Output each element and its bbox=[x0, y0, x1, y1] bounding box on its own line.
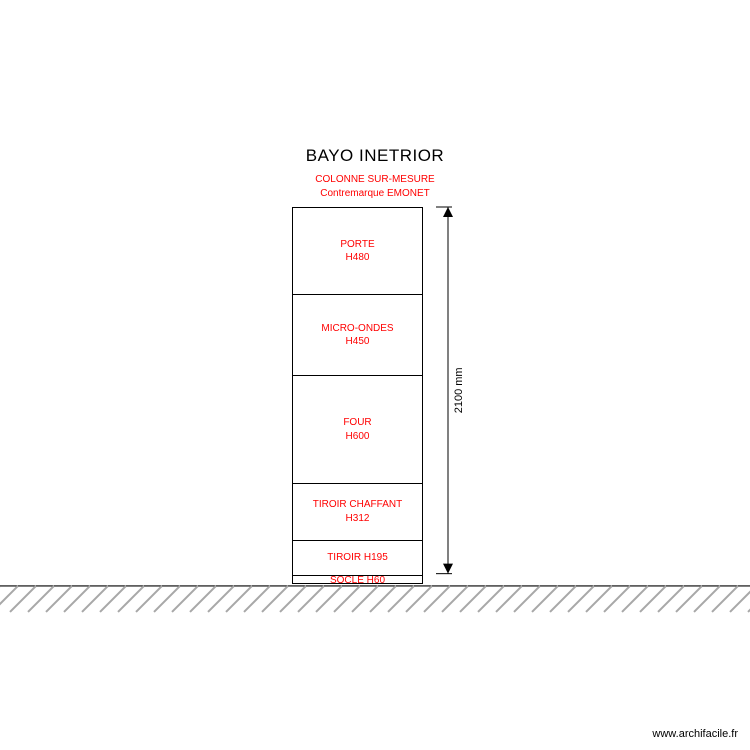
watermark: www.archifacile.fr bbox=[652, 728, 738, 740]
section-1: MICRO-ONDES H450 bbox=[293, 294, 422, 375]
section-2: FOUR H600 bbox=[293, 375, 422, 483]
dimension-label: 2100 mm bbox=[453, 367, 465, 413]
section-0: PORTE H480 bbox=[293, 208, 422, 294]
section-5: SOCLE H60 bbox=[293, 575, 422, 586]
subtitle-line2: Contremarque EMONET bbox=[320, 188, 429, 199]
section-3: TIROIR CHAFFANT H312 bbox=[293, 483, 422, 539]
page-title: BAYO INETRIOR bbox=[0, 146, 750, 166]
subtitle-line1: COLONNE SUR-MESURE bbox=[315, 174, 434, 185]
subtitle: COLONNE SUR-MESURE Contremarque EMONET bbox=[0, 173, 750, 200]
cabinet-column: PORTE H480MICRO-ONDES H450FOUR H600TIROI… bbox=[292, 207, 423, 584]
section-4: TIROIR H195 bbox=[293, 540, 422, 575]
